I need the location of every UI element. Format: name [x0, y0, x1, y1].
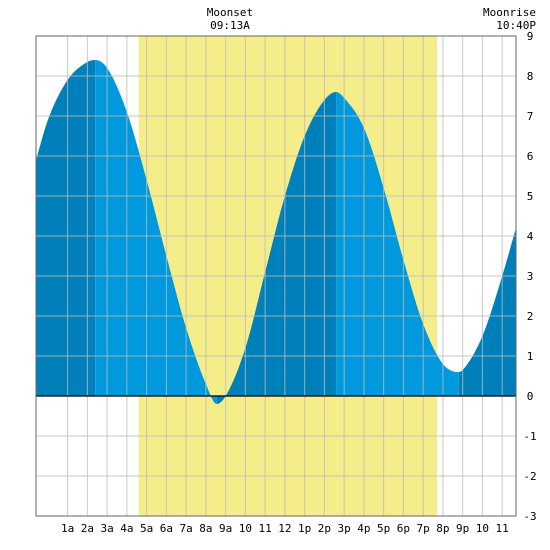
y-tick-labels: -3 -2 -1 0 1 2 3 4 5 6 7 8 9 — [523, 30, 536, 523]
x-tick-label: 8a — [199, 522, 212, 535]
tide-area-layer — [36, 60, 516, 404]
y-tick-label: 2 — [527, 310, 534, 323]
tide-falling-area — [95, 60, 217, 404]
y-tick-label: 3 — [527, 270, 534, 283]
y-tick-label: -2 — [523, 470, 536, 483]
moonset-label: Moonset — [207, 6, 253, 19]
x-tick-label: 6p — [397, 522, 410, 535]
x-tick-label: 10 — [239, 522, 252, 535]
y-tick-label: 1 — [527, 350, 534, 363]
x-tick-label: 7a — [179, 522, 192, 535]
x-tick-label: 9p — [456, 522, 469, 535]
x-tick-label: 5a — [140, 522, 153, 535]
y-tick-label: -1 — [523, 430, 536, 443]
y-tick-label: 5 — [527, 190, 534, 203]
x-tick-label: 2p — [318, 522, 331, 535]
x-tick-label: 3p — [338, 522, 351, 535]
x-tick-label: 5p — [377, 522, 390, 535]
tide-rising-area — [36, 60, 96, 396]
x-tick-label: 2a — [81, 522, 94, 535]
x-tick-label: 11 — [496, 522, 509, 535]
moonrise-label: Moonrise — [483, 6, 536, 19]
y-tick-label: -3 — [523, 510, 536, 523]
x-tick-label: 8p — [436, 522, 449, 535]
moonrise-time: 10:40P — [496, 19, 536, 32]
y-tick-label: 8 — [527, 70, 534, 83]
x-tick-label: 7p — [417, 522, 430, 535]
y-tick-label: 6 — [527, 150, 534, 163]
tide-rising-area — [216, 92, 337, 404]
x-tick-labels: 1a 2a 3a 4a 5a 6a 7a 8a 9a 10 11 12 1p 2p 3p 4p 5p 6p 7p 8p… — [61, 522, 509, 535]
x-tick-label: 11 — [259, 522, 272, 535]
x-tick-label: 4a — [120, 522, 133, 535]
x-tick-label: 10 — [476, 522, 489, 535]
y-tick-label: 7 — [527, 110, 534, 123]
y-tick-label: 4 — [527, 230, 534, 243]
y-tick-label: 9 — [527, 30, 534, 43]
tide-falling-area — [336, 92, 459, 396]
moonset-time: 09:13A — [210, 19, 250, 32]
x-tick-label: 4p — [357, 522, 370, 535]
y-tick-label: 0 — [527, 390, 534, 403]
plot-frame — [35, 35, 517, 517]
x-tick-label: 6a — [160, 522, 173, 535]
x-tick-label: 1p — [298, 522, 311, 535]
x-tick-label: 3a — [100, 522, 113, 535]
x-tick-label: 9a — [219, 522, 232, 535]
x-tick-label: 12 — [278, 522, 291, 535]
x-tick-label: 1a — [61, 522, 74, 535]
